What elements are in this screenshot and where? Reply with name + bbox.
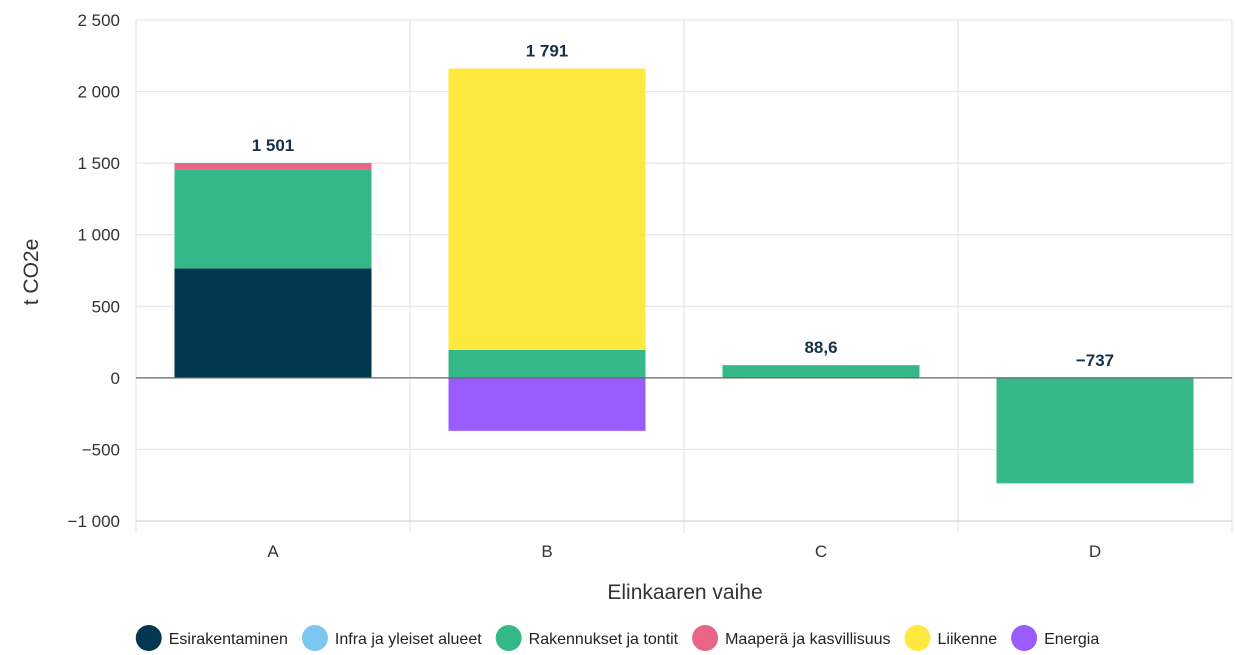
x-tick-label: D (1089, 542, 1101, 561)
bar-segment[interactable] (174, 268, 372, 378)
y-tick-label: −500 (82, 440, 120, 459)
legend-item[interactable]: Infra ja yleiset alueet (301, 625, 482, 651)
legend-swatch (692, 625, 719, 651)
y-tick-label: 2 500 (77, 11, 120, 30)
total-label: 88,6 (804, 338, 837, 357)
bar-segment[interactable] (448, 68, 646, 350)
legend-swatch (904, 625, 931, 651)
legend-swatch (1011, 625, 1038, 651)
y-tick-label: 500 (92, 297, 120, 316)
x-tick-label: C (815, 542, 827, 561)
legend-swatch (495, 625, 522, 651)
legend-item[interactable]: Esirakentaminen (135, 625, 288, 651)
legend-item[interactable]: Liikenne (904, 625, 997, 651)
y-tick-label: 1 000 (77, 226, 120, 245)
total-label: −737 (1076, 351, 1114, 370)
x-tick-label: A (267, 542, 279, 561)
y-tick-label: 1 500 (77, 154, 120, 173)
bars (174, 68, 1194, 484)
legend-label: Liikenne (937, 631, 997, 648)
bar-segment[interactable] (722, 365, 920, 378)
y-tick-label: 2 000 (77, 83, 120, 102)
y-tick-label: 0 (111, 369, 120, 388)
axes: −1 000 −500 0 500 1 000 1 500 2 000 2 500 A B C D (68, 11, 1232, 561)
total-label: 1 501 (252, 136, 295, 155)
legend-swatch (135, 625, 162, 651)
legend-item[interactable]: Energia (1011, 625, 1099, 651)
total-label: 1 791 (526, 42, 569, 61)
bar-segment[interactable] (448, 377, 646, 431)
x-tick-label: B (541, 542, 552, 561)
total-labels: 1 501 1 791 88,6 −737 (252, 42, 1114, 370)
bar-segment[interactable] (996, 377, 1194, 484)
x-axis-title: Elinkaaren vaihe (607, 581, 762, 604)
legend-label: Energia (1044, 631, 1099, 648)
y-tick-label: −1 000 (68, 512, 120, 531)
legend-item[interactable]: Rakennukset ja tontit (495, 625, 679, 651)
legend-item[interactable]: Maaperä ja kasvillisuus (692, 625, 890, 651)
legend: Esirakentaminen Infra ja yleiset alueet Ra… (135, 625, 1099, 651)
bar-segment[interactable] (174, 162, 372, 170)
legend-swatch (301, 625, 328, 651)
y-axis-title: t CO2e (20, 239, 43, 306)
legend-label: Rakennukset ja tontit (529, 631, 679, 648)
bar-segment[interactable] (448, 349, 646, 378)
bar-segment[interactable] (174, 169, 372, 269)
legend-label: Maaperä ja kasvillisuus (725, 631, 890, 648)
legend-label: Esirakentaminen (169, 631, 288, 648)
legend-label: Infra ja yleiset alueet (335, 631, 482, 648)
